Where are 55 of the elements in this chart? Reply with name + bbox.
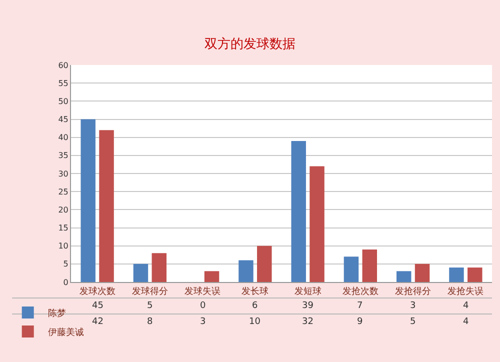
- bar: [396, 271, 412, 282]
- x-tick-label: 发短球: [294, 286, 322, 297]
- x-tick-label: 发长球: [242, 286, 269, 297]
- bar: [291, 140, 306, 282]
- x-tick-label: 发球失误: [184, 286, 221, 297]
- y-tick-label: 35: [58, 151, 68, 160]
- y-tick-label: 30: [58, 169, 68, 178]
- bar: [80, 119, 96, 282]
- data-label: 10: [249, 317, 261, 327]
- y-tick-label: 20: [58, 205, 68, 214]
- y-tick-label: 15: [58, 224, 68, 233]
- bar: [362, 249, 378, 282]
- y-tick-label: 25: [58, 187, 68, 196]
- legend-label: 伊藤美诚: [48, 327, 84, 338]
- data-label: 3: [410, 301, 416, 311]
- chart-title: 双方的发球数据: [204, 36, 296, 52]
- bar: [344, 256, 359, 282]
- y-tick-label: 40: [58, 133, 68, 142]
- x-tick-label: 发抢得分: [395, 286, 432, 297]
- data-label: 42: [92, 317, 104, 327]
- bar: [257, 246, 272, 282]
- data-label: 5: [410, 317, 416, 327]
- data-label: 32: [302, 317, 314, 327]
- bar: [99, 130, 114, 282]
- bar: [238, 260, 254, 282]
- data-label: 9: [357, 317, 363, 327]
- x-tick-label: 发抢失误: [448, 286, 484, 297]
- y-tick-label: 55: [58, 78, 68, 88]
- bar: [414, 264, 430, 282]
- bar: [133, 264, 148, 282]
- bar: [449, 268, 464, 282]
- data-label: 7: [357, 301, 363, 311]
- data-label: 39: [302, 301, 314, 311]
- data-label: 3: [200, 317, 206, 327]
- y-tick-label: 0: [63, 278, 68, 287]
- legend-label: 陈梦: [48, 308, 66, 320]
- x-tick-label: 发球得分: [132, 286, 168, 297]
- x-tick-label: 发球次数: [79, 286, 116, 297]
- data-label: 45: [92, 301, 104, 311]
- data-label: 4: [463, 317, 469, 327]
- x-tick-label: 发抢次数: [342, 286, 378, 297]
- data-label: 6: [252, 301, 258, 311]
- y-tick-label: 10: [58, 242, 68, 251]
- y-tick-label: 50: [58, 96, 68, 106]
- bar: [204, 271, 220, 282]
- data-label: 5: [147, 301, 153, 311]
- data-label: 4: [463, 301, 469, 311]
- bar: [310, 166, 324, 282]
- y-tick-label: 60: [58, 60, 68, 70]
- bar: [152, 253, 167, 282]
- data-label: 8: [147, 317, 153, 327]
- y-tick-label: 5: [63, 260, 68, 269]
- data-label: 0: [200, 301, 206, 311]
- bar: [468, 268, 482, 282]
- y-tick-label: 45: [58, 115, 68, 124]
